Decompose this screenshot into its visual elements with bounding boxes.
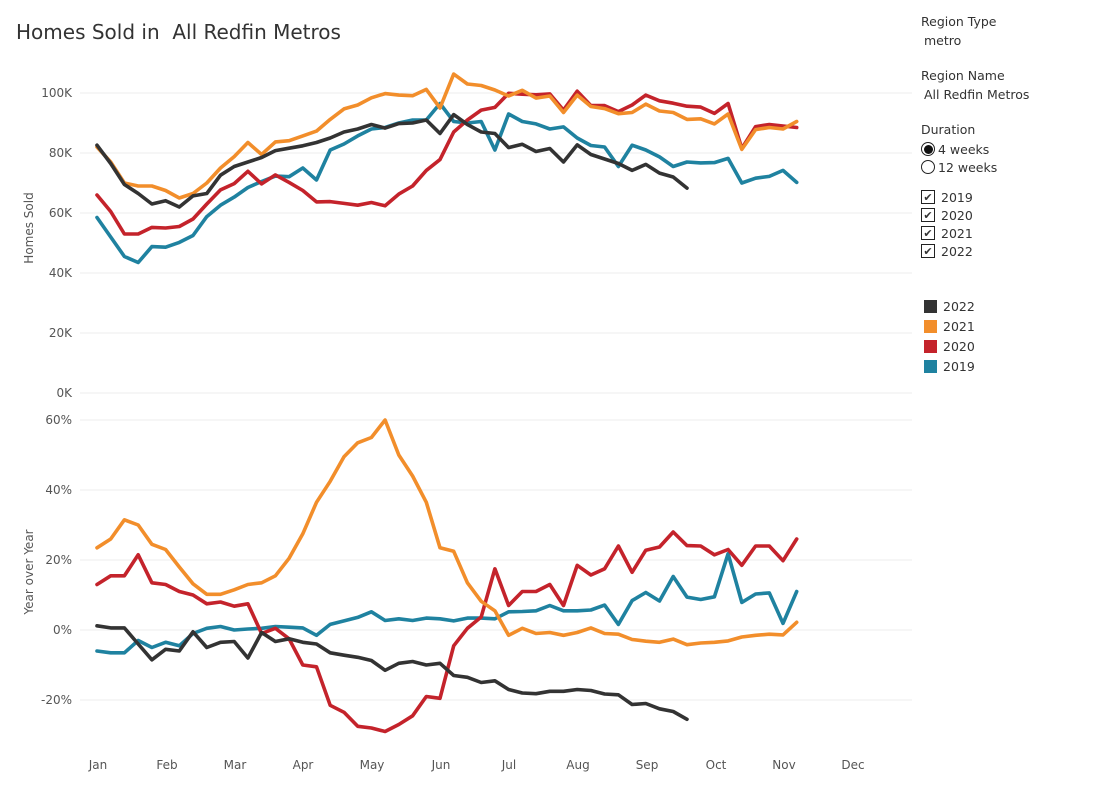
x-tick-label: Dec (841, 758, 864, 772)
y-tick-label: 0K (56, 386, 73, 400)
y-tick-label: 40K (49, 266, 73, 280)
check-icon[interactable]: ✔ (921, 208, 935, 222)
y-tick-label: -20% (41, 693, 72, 707)
y-tick-label: 40% (45, 483, 72, 497)
y-tick-label: 20K (49, 326, 73, 340)
year-checkbox-label: 2020 (941, 207, 973, 223)
y-tick-label: 80K (49, 146, 73, 160)
legend-swatch (924, 299, 937, 313)
y-axis-title: Homes Sold (22, 192, 36, 263)
legend-swatch (924, 359, 937, 373)
duration-filter: Duration 4 weeks 12 weeks (921, 122, 1111, 176)
x-tick-label: Aug (566, 758, 589, 772)
duration-label: Duration (921, 122, 976, 137)
check-icon[interactable]: ✔ (921, 244, 935, 258)
y-tick-label: 20% (45, 553, 72, 567)
series-line-2021 (95, 72, 799, 200)
check-icon[interactable]: ✔ (921, 190, 935, 204)
duration-option-4-weeks[interactable]: 4 weeks (921, 140, 1111, 158)
series-line-2020 (95, 89, 799, 236)
region-name-label: Region Name (921, 68, 1005, 83)
year-checkbox-2019[interactable]: ✔ 2019 (921, 188, 1111, 206)
series-line-2019 (95, 551, 799, 655)
legend-item-2020[interactable]: 2020 (921, 336, 1111, 356)
radio-button[interactable] (921, 160, 935, 174)
x-tick-label: Nov (772, 758, 795, 772)
x-tick-label: Sep (636, 758, 659, 772)
filter-panel: Region Type metro Region Name All Redfin… (921, 14, 1111, 376)
page-title: Homes Sold in All Redfin Metros (16, 20, 341, 44)
x-tick-label: Feb (156, 758, 177, 772)
region-name-filter: Region Name All Redfin Metros (921, 68, 1111, 102)
legend-label: 2021 (943, 318, 975, 334)
y-tick-label: 60% (45, 413, 72, 427)
duration-option-label: 12 weeks (938, 159, 998, 175)
region-type-filter: Region Type metro (921, 14, 1111, 48)
y-tick-label: 60K (49, 206, 73, 220)
legend-label: 2019 (943, 358, 975, 374)
year-checkbox-2020[interactable]: ✔ 2020 (921, 206, 1111, 224)
year-checkbox-label: 2019 (941, 189, 973, 205)
year-checkbox-label: 2021 (941, 225, 973, 241)
year-checkbox-2022[interactable]: ✔ 2022 (921, 242, 1111, 260)
series-line-2020 (95, 530, 799, 734)
x-tick-label: May (360, 758, 385, 772)
x-tick-label: Oct (706, 758, 727, 772)
y-tick-label: 100K (41, 86, 73, 100)
legend-label: 2020 (943, 338, 975, 354)
legend-item-2022[interactable]: 2022 (921, 296, 1111, 316)
series-line-2022 (95, 112, 689, 209)
x-tick-label: Jun (431, 758, 451, 772)
series-line-2019 (95, 101, 799, 265)
check-icon[interactable]: ✔ (921, 226, 935, 240)
region-type-value[interactable]: metro (924, 33, 962, 48)
legend-item-2019[interactable]: 2019 (921, 356, 1111, 376)
x-tick-label: Jul (501, 758, 516, 772)
region-name-value[interactable]: All Redfin Metros (924, 87, 1030, 102)
y-tick-label: 0% (53, 623, 72, 637)
y-axis-title: Year over Year (22, 529, 36, 615)
series-line-2022 (95, 623, 689, 722)
legend-swatch (924, 339, 937, 353)
duration-option-label: 4 weeks (938, 141, 990, 157)
region-type-label: Region Type (921, 14, 997, 29)
color-legend: 2022 2021 2020 2019 (921, 296, 1111, 376)
x-tick-label: Apr (293, 758, 314, 772)
year-filter: ✔ 2019 ✔ 2020 ✔ 2021 ✔ 2022 (921, 188, 1111, 260)
year-checkbox-label: 2022 (941, 243, 973, 259)
year-checkbox-2021[interactable]: ✔ 2021 (921, 224, 1111, 242)
duration-option-12-weeks[interactable]: 12 weeks (921, 158, 1111, 176)
series-line-2021 (95, 418, 799, 647)
legend-item-2021[interactable]: 2021 (921, 316, 1111, 336)
radio-button-selected[interactable] (921, 142, 935, 156)
legend-swatch (924, 319, 937, 333)
x-tick-label: Mar (224, 758, 247, 772)
x-tick-label: Jan (88, 758, 108, 772)
legend-label: 2022 (943, 298, 975, 314)
